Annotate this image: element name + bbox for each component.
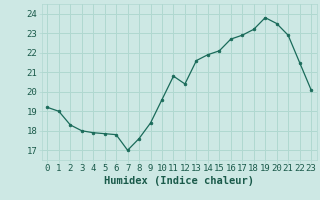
X-axis label: Humidex (Indice chaleur): Humidex (Indice chaleur) <box>104 176 254 186</box>
